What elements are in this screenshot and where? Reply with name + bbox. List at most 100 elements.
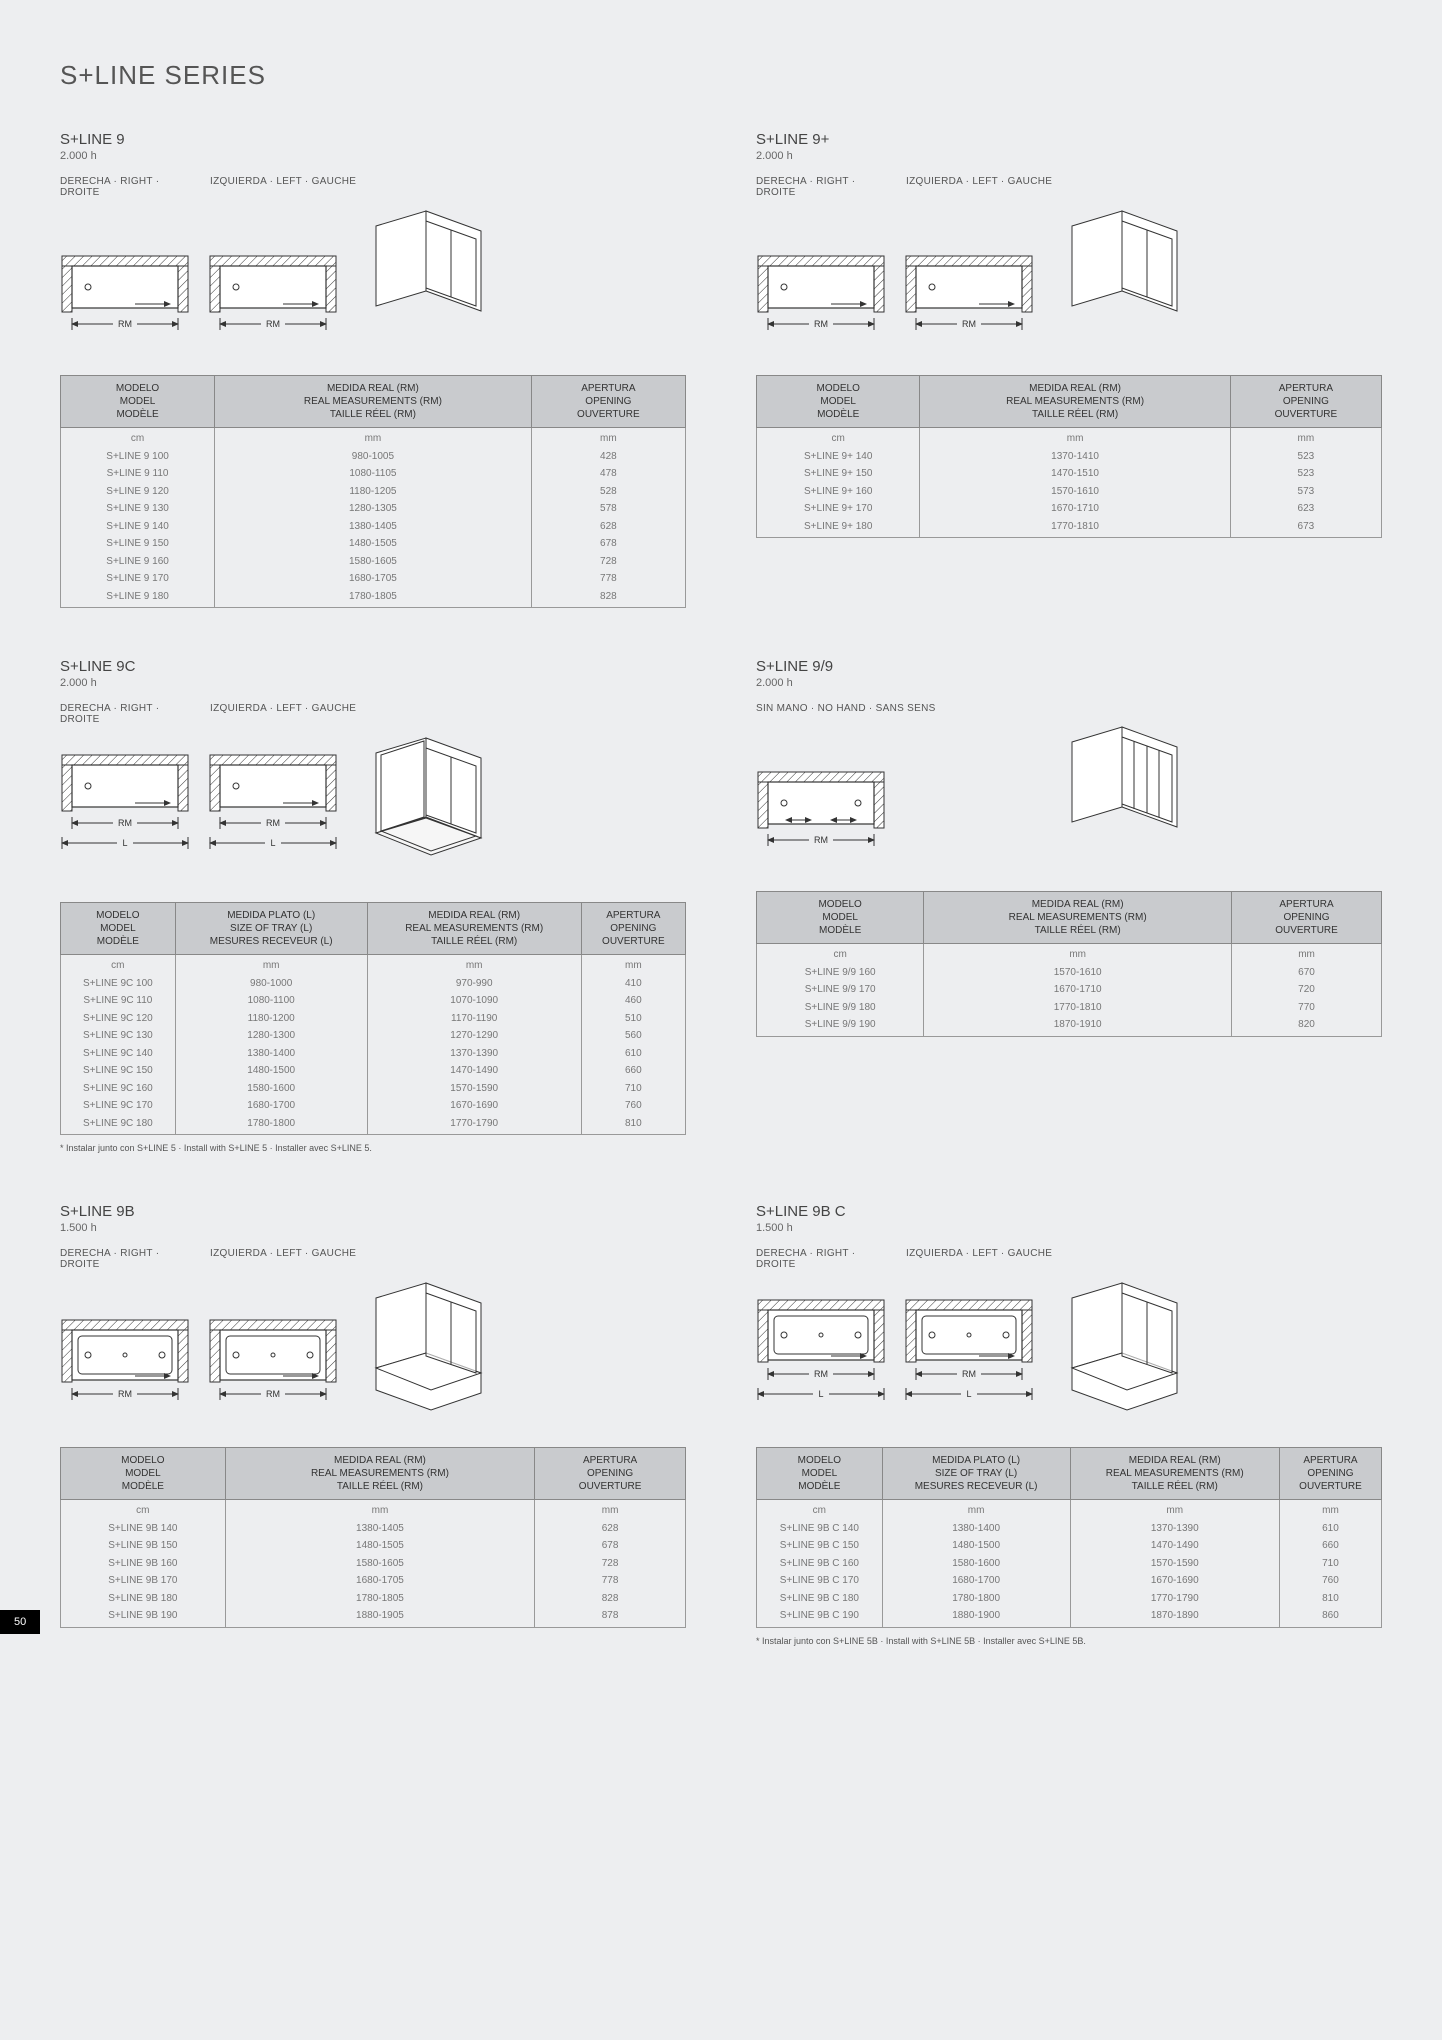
table-row: S+LINE 9 1601580-1605728 <box>61 553 686 571</box>
block-sline99: S+LINE 9/9 2.000 h SIN MANO · NO HAND · … <box>756 658 1382 1153</box>
unit: mm <box>215 428 532 448</box>
model-name: S+LINE 9C <box>60 658 686 675</box>
cell: 1570-1590 <box>1070 1555 1279 1573</box>
unit: cm <box>61 955 176 975</box>
cell: 760 <box>1279 1572 1381 1590</box>
table-row: S+LINE 9 1401380-1405628 <box>61 518 686 536</box>
cell: 1070-1090 <box>367 992 581 1010</box>
cell: 1870-1910 <box>924 1016 1232 1036</box>
cell: 1270-1290 <box>367 1027 581 1045</box>
cell: S+LINE 9B 140 <box>61 1520 226 1538</box>
label-nohand: SIN MANO · NO HAND · SANS SENS <box>756 703 936 714</box>
diagram-iso <box>1052 206 1192 351</box>
cell: S+LINE 9+ 140 <box>757 448 920 466</box>
unit: mm <box>1279 1500 1381 1520</box>
cell: S+LINE 9 150 <box>61 535 215 553</box>
cell: 1680-1700 <box>175 1097 367 1115</box>
cell: 980-1000 <box>175 975 367 993</box>
cell: 573 <box>1230 483 1381 501</box>
table-row: S+LINE 9B 1401380-1405628 <box>61 1520 686 1538</box>
cell: 828 <box>531 588 685 608</box>
footnote: * Instalar junto con S+LINE 5B · Install… <box>756 1636 1382 1646</box>
cell: 1780-1805 <box>215 588 532 608</box>
table-row: S+LINE 9/9 1601570-1610670 <box>757 964 1382 982</box>
svg-text:RM: RM <box>814 319 828 329</box>
cell: S+LINE 9/9 160 <box>757 964 924 982</box>
table-row: S+LINE 9C 100980-1000970-990410 <box>61 975 686 993</box>
cell: S+LINE 9+ 180 <box>757 518 920 538</box>
th-rm: MEDIDA REAL (RM)REAL MEASUREMENTS (RM)TA… <box>920 376 1230 428</box>
cell: 1780-1800 <box>882 1590 1070 1608</box>
th-opening: APERTURAOPENINGOUVERTURE <box>531 376 685 428</box>
label-left: IZQUIERDA · LEFT · GAUCHE <box>210 703 356 725</box>
cell: 1680-1705 <box>225 1572 535 1590</box>
label-left: IZQUIERDA · LEFT · GAUCHE <box>210 176 356 198</box>
cell: 578 <box>531 500 685 518</box>
svg-text:L: L <box>818 1389 823 1399</box>
th-opening: APERTURAOPENINGOUVERTURE <box>1232 892 1382 944</box>
cell: S+LINE 9C 130 <box>61 1027 176 1045</box>
label-left: IZQUIERDA · LEFT · GAUCHE <box>906 176 1052 198</box>
cell: S+LINE 9B C 160 <box>757 1555 883 1573</box>
model-name: S+LINE 9/9 <box>756 658 1382 675</box>
th-opening: APERTURAOPENINGOUVERTURE <box>581 903 685 955</box>
table-row: S+LINE 9 1201180-1205528 <box>61 483 686 501</box>
svg-text:RM: RM <box>962 1369 976 1379</box>
cell: 1880-1900 <box>882 1607 1070 1627</box>
cell: 678 <box>535 1537 686 1555</box>
cell: S+LINE 9/9 190 <box>757 1016 924 1036</box>
cell: 1570-1610 <box>924 964 1232 982</box>
svg-text:RM: RM <box>814 1369 828 1379</box>
cell: S+LINE 9 160 <box>61 553 215 571</box>
cell: 1080-1100 <box>175 992 367 1010</box>
table-row: S+LINE 9+ 1801770-1810673 <box>757 518 1382 538</box>
block-sline9b: S+LINE 9B 1.500 h DERECHA · RIGHT · DROI… <box>60 1203 686 1646</box>
th-model: MODELOMODELMODÈLE <box>61 376 215 428</box>
cell: 1280-1305 <box>215 500 532 518</box>
diagram-top-right: RML <box>60 753 190 878</box>
cell: S+LINE 9B 170 <box>61 1572 226 1590</box>
page-number: 50 <box>0 1610 40 1634</box>
table-row: S+LINE 9B 1801780-1805828 <box>61 1590 686 1608</box>
block-sline9: S+LINE 9 2.000 h DERECHA · RIGHT · DROIT… <box>60 131 686 608</box>
table-row: S+LINE 9B C 1401380-14001370-1390610 <box>757 1520 1382 1538</box>
table-row: S+LINE 9B 1601580-1605728 <box>61 1555 686 1573</box>
unit: mm <box>1070 1500 1279 1520</box>
th-rm: MEDIDA REAL (RM)REAL MEASUREMENTS (RM)TA… <box>924 892 1232 944</box>
table-row: S+LINE 9C 1101080-11001070-1090460 <box>61 992 686 1010</box>
unit: mm <box>367 955 581 975</box>
unit: mm <box>920 428 1230 448</box>
cell: 1770-1790 <box>1070 1590 1279 1608</box>
cell: 1370-1390 <box>367 1045 581 1063</box>
svg-text:RM: RM <box>118 319 132 329</box>
cell: S+LINE 9 170 <box>61 570 215 588</box>
th-model: MODELOMODELMODÈLE <box>61 1448 226 1500</box>
model-name: S+LINE 9B <box>60 1203 686 1220</box>
model-name: S+LINE 9+ <box>756 131 1382 148</box>
cell: S+LINE 9 140 <box>61 518 215 536</box>
model-height: 2.000 h <box>756 150 1382 162</box>
cell: 623 <box>1230 500 1381 518</box>
cell: S+LINE 9B C 170 <box>757 1572 883 1590</box>
th-tray: MEDIDA PLATO (L)SIZE OF TRAY (L)MESURES … <box>175 903 367 955</box>
cell: 710 <box>581 1080 685 1098</box>
table-row: S+LINE 9C 1701680-17001670-1690760 <box>61 1097 686 1115</box>
cell: S+LINE 9/9 170 <box>757 981 924 999</box>
model-name: S+LINE 9 <box>60 131 686 148</box>
model-height: 2.000 h <box>756 677 1382 689</box>
cell: S+LINE 9C 180 <box>61 1115 176 1135</box>
cell: 1080-1105 <box>215 465 532 483</box>
unit: mm <box>225 1500 535 1520</box>
model-height: 2.000 h <box>60 150 686 162</box>
cell: S+LINE 9B C 140 <box>757 1520 883 1538</box>
cell: 1370-1410 <box>920 448 1230 466</box>
unit: mm <box>1230 428 1381 448</box>
table-row: S+LINE 9B 1501480-1505678 <box>61 1537 686 1555</box>
cell: 1380-1400 <box>882 1520 1070 1538</box>
cell: 778 <box>531 570 685 588</box>
svg-text:L: L <box>122 838 127 848</box>
table-row: S+LINE 9C 1301280-13001270-1290560 <box>61 1027 686 1045</box>
label-right: DERECHA · RIGHT · DROITE <box>60 1248 190 1270</box>
model-name: S+LINE 9B C <box>756 1203 1382 1220</box>
table-sline9: MODELOMODELMODÈLEMEDIDA REAL (RM)REAL ME… <box>60 375 686 608</box>
